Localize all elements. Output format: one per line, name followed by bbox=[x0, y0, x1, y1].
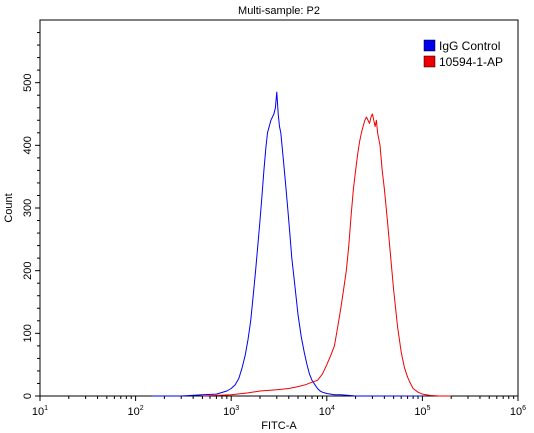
legend-label: 10594-1-AP bbox=[439, 55, 503, 69]
series-group bbox=[152, 91, 452, 397]
y-axis-title: Count bbox=[3, 193, 15, 222]
chart-title: Multi-sample: P2 bbox=[238, 5, 320, 17]
legend-swatch bbox=[423, 55, 436, 68]
plot-frame bbox=[39, 19, 519, 397]
x-tick-label: 105 bbox=[414, 405, 430, 418]
x-tick-label: 103 bbox=[223, 405, 239, 418]
y-axis: 0 100 200 300 400 500 bbox=[22, 32, 40, 399]
legend-swatch bbox=[423, 39, 436, 52]
x-tick-label: 101 bbox=[32, 405, 48, 418]
legend-label: IgG Control bbox=[439, 39, 500, 53]
series-line-1 bbox=[152, 91, 423, 397]
x-tick-label: 106 bbox=[510, 405, 526, 418]
y-tick-label: 400 bbox=[22, 136, 34, 154]
y-tick-label: 300 bbox=[22, 199, 34, 217]
y-tick-label: 200 bbox=[22, 261, 34, 279]
y-tick-label: 0 bbox=[22, 393, 34, 399]
legend: IgG Control 10594-1-AP bbox=[423, 39, 503, 69]
x-tick-label: 102 bbox=[128, 405, 144, 418]
y-tick-label: 100 bbox=[22, 324, 34, 342]
x-axis: 101 102 103 104 105 106 bbox=[32, 396, 526, 418]
plot-area bbox=[39, 19, 519, 397]
y-tick-label: 500 bbox=[22, 73, 34, 91]
x-tick-label: 104 bbox=[319, 405, 335, 418]
series-line-2 bbox=[202, 113, 452, 397]
x-axis-title: FITC-A bbox=[261, 420, 297, 432]
